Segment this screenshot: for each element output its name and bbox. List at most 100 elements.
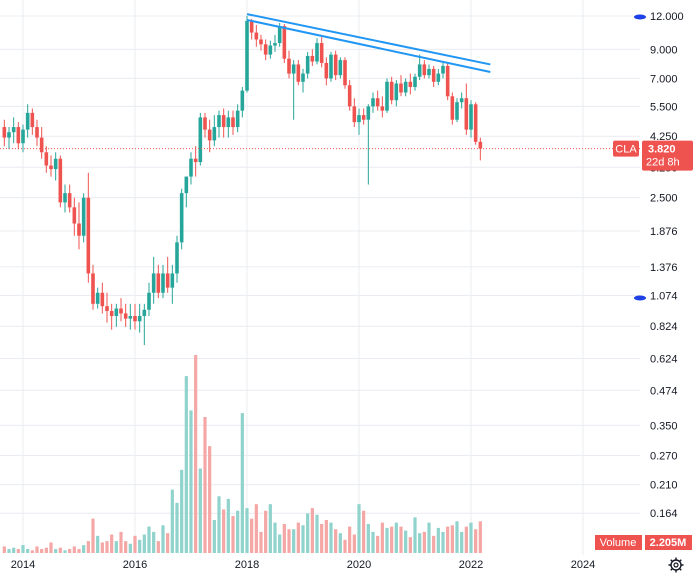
- volume-bar: [82, 545, 86, 553]
- volume-bar: [450, 525, 454, 553]
- volume-value: 2.205M: [650, 537, 687, 549]
- candle: [273, 34, 277, 52]
- volume-bar: [222, 509, 226, 553]
- candle: [343, 57, 347, 89]
- volume-bar: [161, 525, 165, 553]
- candle: [245, 16, 249, 93]
- volume-bar: [212, 520, 216, 553]
- volume-bar: [105, 541, 109, 553]
- volume-bar: [394, 522, 398, 553]
- x-tick-label: 2014: [11, 559, 35, 571]
- scale-handle-bottom-icon[interactable]: [634, 295, 646, 301]
- volume-bar: [357, 504, 361, 553]
- volume-bar: [203, 417, 207, 553]
- candle: [53, 152, 58, 181]
- candle: [445, 62, 450, 101]
- candle: [305, 51, 310, 79]
- volume-bar: [474, 529, 478, 553]
- x-tick-label: 2024: [571, 559, 595, 571]
- volume-bar: [338, 533, 342, 553]
- candle: [399, 75, 403, 97]
- candle: [347, 80, 352, 111]
- volume-bar: [175, 502, 179, 553]
- volume-bar: [348, 526, 352, 553]
- candle: [105, 292, 109, 323]
- volume-bar: [110, 534, 114, 553]
- candle: [30, 108, 35, 135]
- candle: [268, 40, 273, 59]
- x-tick-label: 2022: [459, 559, 483, 571]
- price-axis[interactable]: 12.0009.0007.0005.5004.2503.2502.5001.87…: [650, 11, 684, 520]
- volume-bar: [408, 537, 412, 553]
- symbol-label: CLA: [615, 144, 637, 156]
- settings-gear-icon[interactable]: [668, 557, 684, 573]
- volume-bar: [245, 508, 249, 553]
- candle: [212, 115, 217, 147]
- candle: [91, 264, 95, 310]
- candle: [366, 104, 371, 185]
- last-price-value: 3.820: [648, 144, 676, 156]
- volume-bar: [371, 531, 375, 553]
- candle: [58, 155, 63, 208]
- trendline[interactable]: [246, 13, 491, 66]
- candle: [44, 146, 49, 173]
- candle: [422, 60, 427, 79]
- volume-bar: [166, 533, 170, 553]
- candle: [352, 98, 357, 128]
- candle: [189, 152, 193, 185]
- y-tick-label: 0.824: [650, 321, 678, 333]
- candle: [259, 34, 263, 51]
- scale-handle-top-icon[interactable]: [634, 14, 646, 20]
- candle: [338, 57, 343, 79]
- volume-bar: [287, 529, 291, 553]
- volume-bar: [455, 521, 459, 553]
- volume-bar: [156, 541, 160, 553]
- volume-bar: [58, 547, 62, 553]
- volume-bar: [189, 410, 193, 553]
- volume-value-tag: [645, 535, 692, 550]
- volume-bar: [436, 527, 440, 553]
- y-tick-label: 0.210: [650, 480, 678, 492]
- volume-bar: [217, 496, 221, 553]
- volume-bar: [16, 549, 20, 553]
- volume-bar: [128, 543, 132, 553]
- y-tick-label: 0.474: [650, 385, 678, 397]
- candle: [282, 23, 287, 63]
- candle: [431, 65, 436, 88]
- volume-bar: [282, 523, 286, 553]
- volume-bar: [446, 526, 450, 553]
- candle: [310, 49, 315, 66]
- volume-bar: [114, 541, 118, 553]
- volume-bar: [40, 549, 44, 553]
- volume-label: Volume: [600, 537, 637, 549]
- candle: [296, 60, 301, 86]
- candlestick-series: [2, 16, 483, 346]
- volume-bar: [96, 535, 100, 553]
- trendlines[interactable]: [0, 13, 640, 150]
- x-tick-label: 2020: [347, 559, 371, 571]
- candle: [287, 50, 291, 79]
- volume-bar: [399, 526, 403, 553]
- volume-bars: [2, 355, 482, 553]
- volume-bar: [292, 529, 296, 553]
- candle: [11, 117, 16, 144]
- candle: [147, 282, 151, 317]
- trendline[interactable]: [246, 18, 491, 73]
- volume-bar: [226, 498, 230, 553]
- candle: [198, 112, 203, 166]
- candle: [315, 38, 319, 65]
- candle: [389, 76, 394, 105]
- volume-bar: [320, 523, 324, 553]
- y-tick-label: 4.250: [650, 131, 678, 143]
- volume-bar: [352, 534, 356, 553]
- volume-bar: [142, 534, 146, 553]
- candle: [100, 282, 105, 314]
- candle: [436, 68, 441, 86]
- price-tags: CLA 3.820 22d 8h Volume 2.205M: [595, 14, 693, 573]
- volume-bar: [44, 547, 48, 553]
- volume-bar: [91, 518, 95, 553]
- candle: [207, 119, 212, 153]
- volume-bar: [310, 508, 314, 553]
- volume-bar: [72, 546, 76, 553]
